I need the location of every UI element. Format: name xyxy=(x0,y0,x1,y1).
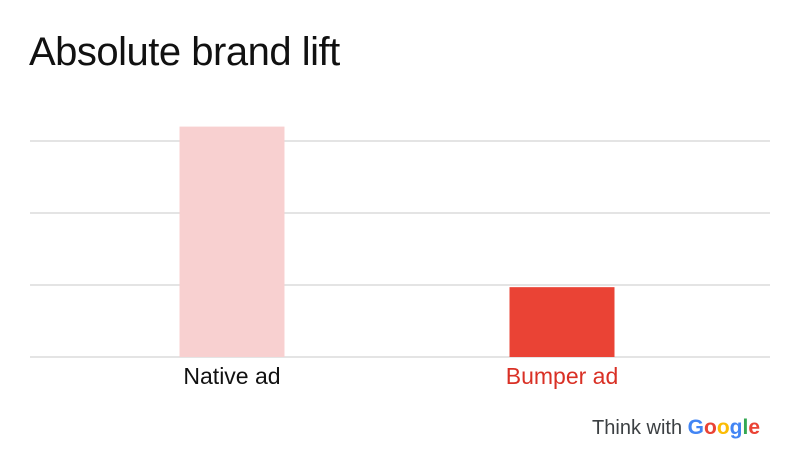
google-letter: e xyxy=(748,416,760,439)
google-letter: g xyxy=(729,416,743,439)
chart-title: Absolute brand lift xyxy=(29,30,340,74)
google-letter: l xyxy=(742,416,749,439)
gridlines xyxy=(30,140,770,358)
google-letter: G xyxy=(687,416,704,439)
google-letter: o xyxy=(716,416,730,439)
category-label: Bumper ad xyxy=(506,363,619,389)
category-labels: Native ad Bumper ad xyxy=(183,363,618,389)
think-with-google-logo: Think with Google xyxy=(592,416,760,440)
brand-prefix: Think with xyxy=(592,417,683,439)
google-wordmark: Google xyxy=(688,416,760,439)
bar-bumper-ad xyxy=(509,287,615,357)
bars xyxy=(179,126,615,357)
bar-native-ad xyxy=(179,126,285,357)
google-letter: o xyxy=(703,416,717,439)
category-label: Native ad xyxy=(183,363,280,389)
